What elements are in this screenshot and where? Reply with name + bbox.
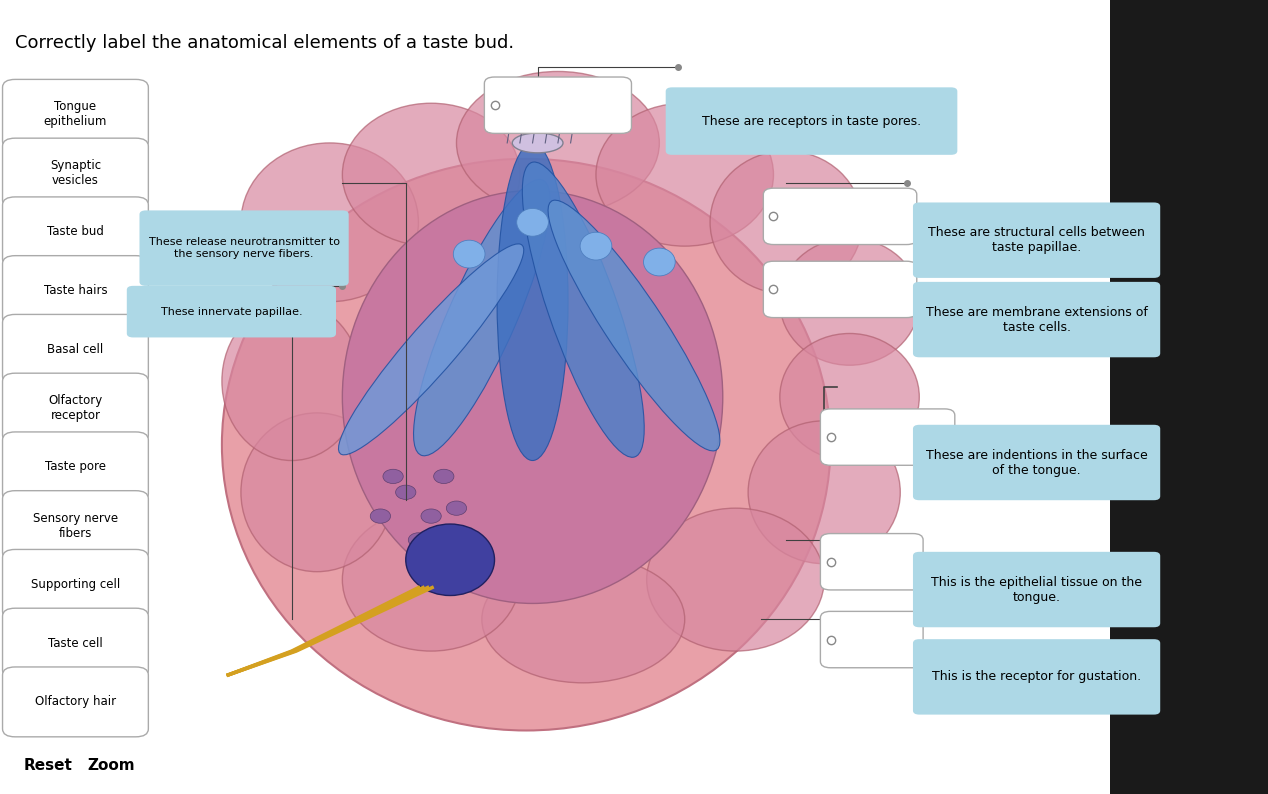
Ellipse shape: [241, 143, 418, 302]
Ellipse shape: [497, 143, 568, 461]
Ellipse shape: [342, 103, 520, 246]
Text: Olfactory hair: Olfactory hair: [36, 696, 115, 708]
FancyBboxPatch shape: [3, 197, 148, 267]
Text: Tongue
epithelium: Tongue epithelium: [44, 100, 107, 129]
Text: Taste cell: Taste cell: [48, 637, 103, 649]
Ellipse shape: [647, 508, 824, 651]
Text: Correctly label the anatomical elements of a taste bud.: Correctly label the anatomical elements …: [15, 34, 515, 52]
FancyBboxPatch shape: [763, 188, 917, 245]
Ellipse shape: [421, 509, 441, 523]
Ellipse shape: [406, 524, 495, 596]
Text: Supporting cell: Supporting cell: [30, 578, 120, 591]
FancyBboxPatch shape: [820, 611, 923, 668]
Ellipse shape: [370, 509, 391, 523]
FancyBboxPatch shape: [763, 261, 917, 318]
Text: Zoom: Zoom: [87, 758, 136, 773]
Ellipse shape: [396, 485, 416, 499]
Ellipse shape: [342, 508, 520, 651]
FancyBboxPatch shape: [820, 534, 923, 590]
Ellipse shape: [748, 421, 900, 564]
Ellipse shape: [241, 413, 393, 572]
Ellipse shape: [780, 238, 919, 365]
FancyBboxPatch shape: [139, 210, 349, 286]
FancyBboxPatch shape: [913, 425, 1160, 500]
FancyBboxPatch shape: [127, 286, 336, 337]
Ellipse shape: [516, 209, 548, 237]
FancyBboxPatch shape: [913, 552, 1160, 627]
Ellipse shape: [456, 71, 659, 214]
FancyBboxPatch shape: [3, 608, 148, 678]
FancyBboxPatch shape: [484, 77, 631, 133]
FancyBboxPatch shape: [913, 202, 1160, 278]
Ellipse shape: [780, 333, 919, 461]
Ellipse shape: [579, 232, 611, 260]
Text: These are indentions in the surface
of the tongue.: These are indentions in the surface of t…: [926, 449, 1148, 476]
Text: Basal cell: Basal cell: [47, 343, 104, 356]
FancyBboxPatch shape: [3, 667, 148, 737]
Text: These are membrane extensions of
taste cells.: These are membrane extensions of taste c…: [926, 306, 1148, 333]
Text: Synaptic
vesicles: Synaptic vesicles: [49, 159, 101, 187]
Ellipse shape: [482, 556, 685, 683]
Text: Taste hairs: Taste hairs: [43, 284, 108, 297]
FancyBboxPatch shape: [3, 314, 148, 384]
Ellipse shape: [596, 103, 773, 246]
Ellipse shape: [339, 244, 524, 455]
Text: These innervate papillae.: These innervate papillae.: [161, 306, 302, 317]
FancyBboxPatch shape: [0, 0, 1110, 794]
Text: Sensory nerve
fibers: Sensory nerve fibers: [33, 511, 118, 540]
FancyBboxPatch shape: [3, 138, 148, 208]
Text: Taste pore: Taste pore: [44, 461, 107, 473]
FancyBboxPatch shape: [3, 373, 148, 443]
FancyBboxPatch shape: [3, 79, 148, 149]
FancyBboxPatch shape: [3, 432, 148, 502]
Ellipse shape: [383, 469, 403, 484]
Ellipse shape: [222, 159, 831, 730]
Text: This is the epithelial tissue on the
tongue.: This is the epithelial tissue on the ton…: [931, 576, 1142, 603]
Text: This is the receptor for gustation.: This is the receptor for gustation.: [932, 670, 1141, 684]
FancyBboxPatch shape: [666, 87, 957, 155]
Text: Reset: Reset: [24, 758, 72, 773]
Text: These are structural cells between
taste papillae.: These are structural cells between taste…: [928, 226, 1145, 254]
Ellipse shape: [408, 533, 429, 547]
Ellipse shape: [446, 501, 467, 515]
Ellipse shape: [643, 248, 675, 276]
Ellipse shape: [453, 240, 484, 268]
Ellipse shape: [222, 302, 361, 461]
Ellipse shape: [710, 151, 862, 294]
Text: These are receptors in taste pores.: These are receptors in taste pores.: [702, 114, 921, 128]
Text: Olfactory
receptor: Olfactory receptor: [48, 394, 103, 422]
Ellipse shape: [434, 469, 454, 484]
FancyBboxPatch shape: [913, 282, 1160, 357]
Text: Taste bud: Taste bud: [47, 225, 104, 238]
Ellipse shape: [548, 200, 720, 451]
FancyBboxPatch shape: [913, 639, 1160, 715]
FancyBboxPatch shape: [3, 256, 148, 326]
FancyBboxPatch shape: [3, 549, 148, 619]
Ellipse shape: [512, 133, 563, 152]
FancyBboxPatch shape: [820, 409, 955, 465]
FancyBboxPatch shape: [3, 491, 148, 561]
Ellipse shape: [413, 179, 550, 456]
Ellipse shape: [522, 162, 644, 457]
Text: These release neurotransmitter to
the sensory nerve fibers.: These release neurotransmitter to the se…: [148, 237, 340, 259]
Ellipse shape: [342, 191, 723, 603]
